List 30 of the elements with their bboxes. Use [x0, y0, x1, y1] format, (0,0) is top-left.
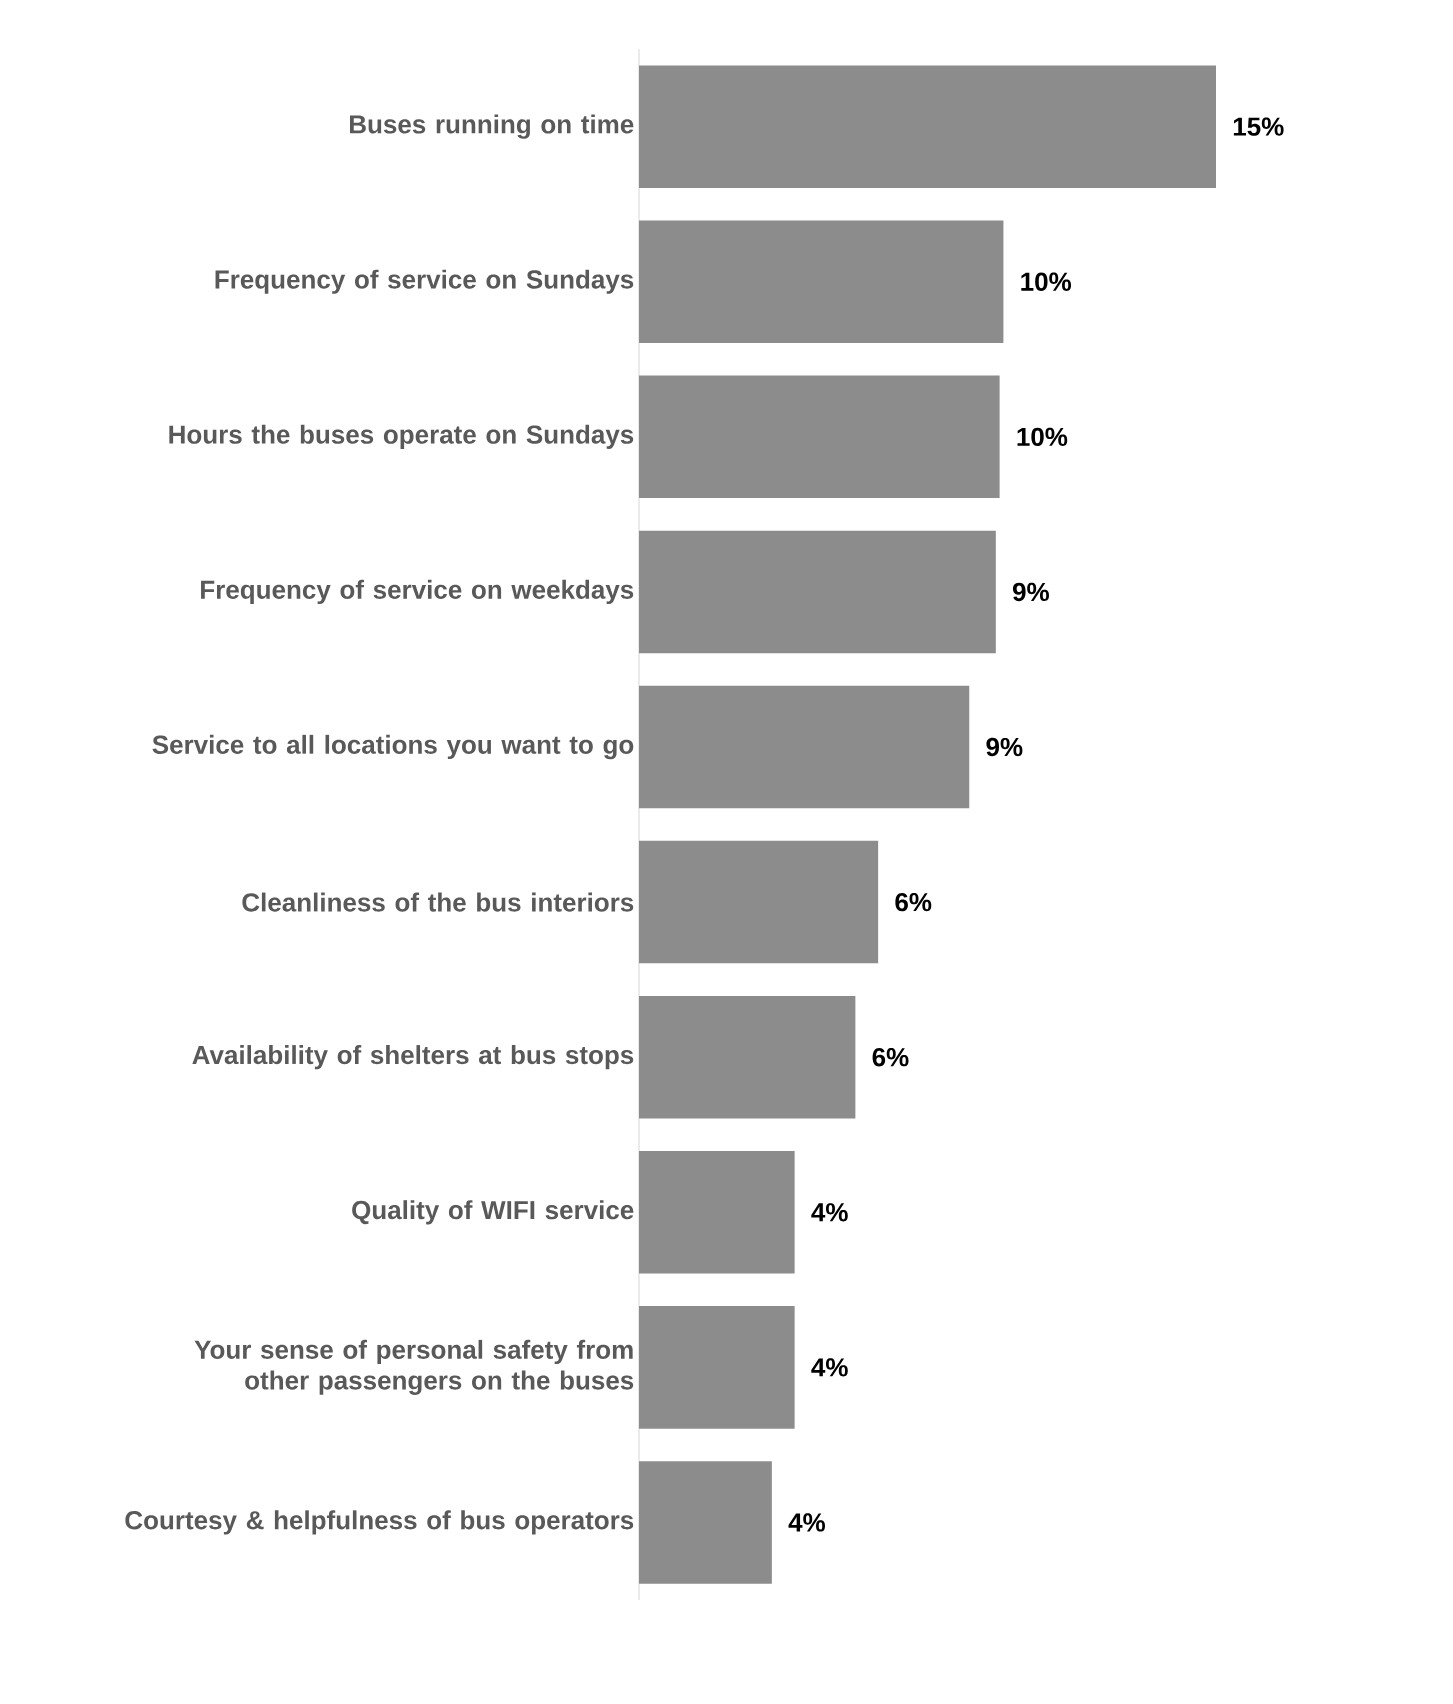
data-label: 4% — [811, 1358, 848, 1377]
data-label: 9% — [1012, 582, 1049, 602]
bar — [638, 1151, 795, 1274]
y-tick-label: Your sense of personal safety from other passengers on the buses — [194, 1339, 634, 1395]
y-tick-label: Cleanliness of the bus interiors — [242, 892, 634, 912]
bar — [638, 65, 1216, 188]
bar — [638, 840, 879, 964]
y-tick-label: Courtesy & helpfulness of bus operators — [125, 1510, 634, 1535]
bar — [638, 1461, 772, 1584]
data-label: 10% — [1021, 272, 1072, 291]
bar — [638, 220, 1004, 343]
y-tick-label: Quality of WIFI service — [352, 1200, 634, 1225]
y-tick-label: Hours the buses operate on Sundays — [169, 424, 634, 449]
y-tick-label: Frequency of service on Sundays — [215, 269, 634, 294]
data-label: 6% — [872, 1048, 909, 1067]
data-label: 15% — [1233, 117, 1284, 136]
y-tick-label: Service to all locations you want to go — [152, 734, 634, 760]
y-tick-label: Frequency of service on weekdays — [201, 579, 634, 605]
bar — [638, 995, 856, 1119]
y-tick-label: Availability of shelters at bus stops — [192, 1045, 634, 1070]
data-label: 6% — [895, 892, 932, 912]
bar — [638, 1306, 795, 1429]
data-label: 9% — [986, 737, 1023, 757]
data-label: 4% — [788, 1513, 825, 1532]
y-tick-label: Buses running on time — [350, 114, 634, 139]
data-label: 4% — [811, 1203, 848, 1222]
bar — [638, 685, 970, 809]
bar — [638, 530, 996, 654]
data-label: 10% — [1017, 427, 1068, 447]
bar — [638, 375, 1000, 499]
